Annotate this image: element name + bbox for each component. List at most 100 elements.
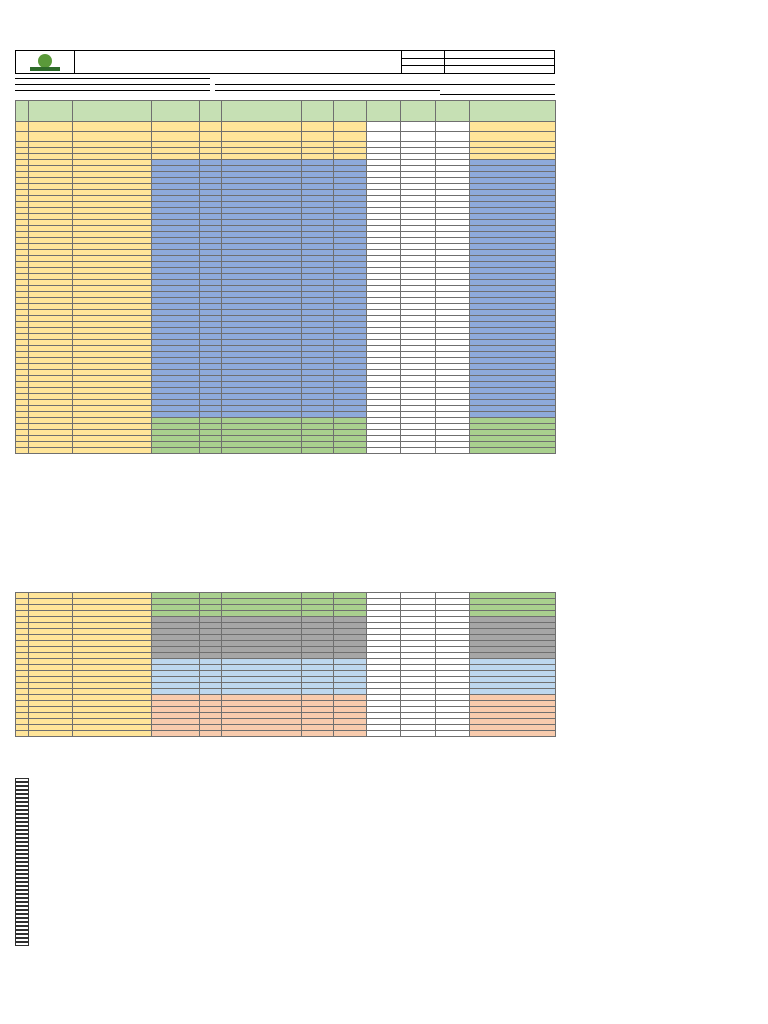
table-cell bbox=[28, 131, 73, 142]
table-cell bbox=[221, 131, 302, 142]
meta-rule-left bbox=[15, 90, 210, 91]
table-row bbox=[15, 345, 556, 352]
table-cell bbox=[72, 730, 152, 737]
checklist-box bbox=[15, 786, 29, 790]
table-row bbox=[15, 381, 556, 388]
checklist-box bbox=[15, 922, 29, 926]
table-cell bbox=[199, 447, 222, 454]
table-cell bbox=[199, 131, 222, 142]
table-cell bbox=[221, 447, 302, 454]
table-row bbox=[15, 207, 556, 214]
table-row bbox=[15, 153, 556, 160]
column-header bbox=[72, 100, 152, 122]
form-code-rule bbox=[402, 58, 555, 59]
checklist-box bbox=[15, 830, 29, 834]
table-row bbox=[15, 357, 556, 364]
table-cell bbox=[15, 121, 29, 132]
table-row bbox=[15, 195, 556, 202]
table-cell bbox=[72, 447, 152, 454]
table-cell bbox=[469, 447, 556, 454]
checklist-box bbox=[15, 802, 29, 806]
checklist-box bbox=[15, 918, 29, 922]
checklist-box bbox=[15, 814, 29, 818]
table-cell bbox=[151, 730, 200, 737]
checklist-box bbox=[15, 782, 29, 786]
column-header bbox=[400, 100, 436, 122]
checklist-box bbox=[15, 810, 29, 814]
column-header bbox=[469, 100, 556, 122]
table-cell bbox=[72, 131, 152, 142]
checklist-box bbox=[15, 826, 29, 830]
meta-rule-left bbox=[15, 78, 210, 79]
table-cell bbox=[15, 447, 29, 454]
checklist-box bbox=[15, 790, 29, 794]
table-header-row bbox=[15, 100, 556, 122]
checklist-box bbox=[15, 858, 29, 862]
column-header bbox=[333, 100, 367, 122]
table-cell bbox=[366, 121, 401, 132]
table-row bbox=[15, 592, 556, 599]
inventory-table-top bbox=[15, 100, 556, 454]
form-code-rule bbox=[402, 65, 555, 66]
table-row bbox=[15, 411, 556, 418]
table-row bbox=[15, 730, 556, 737]
table-cell bbox=[400, 121, 436, 132]
column-header bbox=[151, 100, 200, 122]
table-cell bbox=[199, 730, 222, 737]
table-cell bbox=[469, 131, 556, 142]
checklist-box bbox=[15, 806, 29, 810]
table-body-top bbox=[15, 121, 556, 454]
table-cell bbox=[151, 447, 200, 454]
table-row bbox=[15, 652, 556, 659]
checklist-box bbox=[15, 870, 29, 874]
checklist-box bbox=[15, 838, 29, 842]
table-row bbox=[15, 147, 556, 154]
table-row bbox=[15, 682, 556, 689]
table-row bbox=[15, 303, 556, 310]
table-cell bbox=[333, 447, 367, 454]
checklist-box bbox=[15, 898, 29, 902]
table-row bbox=[15, 351, 556, 358]
logo-cell bbox=[16, 51, 75, 73]
meta-rule-center bbox=[215, 90, 440, 91]
table-row bbox=[15, 321, 556, 328]
table-cell bbox=[151, 131, 200, 142]
ministry-logo bbox=[38, 54, 52, 68]
checklist-box bbox=[15, 866, 29, 870]
table-cell bbox=[15, 131, 29, 142]
table-cell bbox=[435, 730, 470, 737]
checklist-box bbox=[15, 874, 29, 878]
meta-rule-right bbox=[440, 94, 555, 95]
checklist-box-column bbox=[15, 778, 29, 946]
table-cell bbox=[221, 730, 302, 737]
column-header bbox=[301, 100, 334, 122]
table-cell bbox=[151, 121, 200, 132]
column-header bbox=[366, 100, 401, 122]
form-code-box bbox=[401, 51, 555, 73]
table-row bbox=[15, 261, 556, 268]
table-row bbox=[15, 387, 556, 394]
table-row bbox=[15, 447, 556, 454]
checklist-box bbox=[15, 846, 29, 850]
table-cell bbox=[366, 131, 401, 142]
table-cell bbox=[333, 131, 367, 142]
table-row bbox=[15, 225, 556, 232]
table-cell bbox=[366, 447, 401, 454]
table-cell bbox=[28, 447, 73, 454]
table-row bbox=[15, 616, 556, 623]
table-row bbox=[15, 291, 556, 298]
table-row bbox=[15, 159, 556, 166]
meta-rule-right bbox=[440, 84, 555, 85]
checklist-box bbox=[15, 942, 29, 946]
checklist-box bbox=[15, 906, 29, 910]
table-row bbox=[15, 183, 556, 190]
checklist-box bbox=[15, 862, 29, 866]
meta-rule-left bbox=[15, 84, 210, 85]
table-cell bbox=[435, 131, 470, 142]
table-cell bbox=[28, 730, 73, 737]
checklist-box bbox=[15, 926, 29, 930]
table-body-bottom bbox=[15, 592, 556, 737]
table-cell bbox=[199, 121, 222, 132]
table-cell bbox=[400, 730, 436, 737]
checklist-box bbox=[15, 778, 29, 782]
